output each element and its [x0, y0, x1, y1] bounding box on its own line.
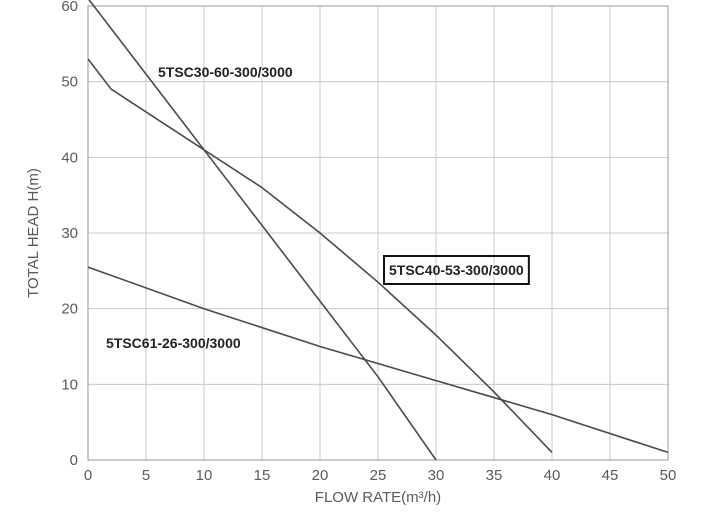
series-label-box: [383, 255, 530, 285]
series-label-1: 5TSC40-53-300/3000: [389, 262, 524, 278]
x-tick-label: 40: [544, 467, 561, 484]
series-curves: [87, 0, 669, 461]
x-tick-label: 10: [196, 467, 213, 484]
x-axis-title: FLOW RATE(m³/h): [315, 489, 441, 506]
series-label-0: 5TSC30-60-300/3000: [158, 64, 293, 80]
x-tick-label: 5: [142, 467, 150, 484]
x-axis-ticks: 0 5 10 15 20 25 30 35 40 45 50: [84, 467, 677, 484]
y-tick-label: 30: [61, 225, 78, 242]
y-tick-label: 40: [61, 149, 78, 166]
y-tick-label: 20: [61, 301, 78, 318]
x-tick-label: 30: [428, 467, 445, 484]
series-labels: 5TSC30-60-300/3000 5TSC40-53-300/3000 5TSC…: [106, 64, 530, 351]
y-tick-label: 50: [61, 74, 78, 91]
x-tick-label: 50: [660, 467, 677, 484]
x-tick-label: 15: [254, 467, 271, 484]
y-tick-label: 10: [61, 376, 78, 393]
series-label-2: 5TSC61-26-300/3000: [106, 335, 241, 351]
y-axis-ticks: 0 10 20 30 40 50 60: [61, 0, 78, 469]
y-axis-title: TOTAL HEAD H(m): [25, 168, 42, 298]
x-tick-label: 0: [84, 467, 92, 484]
x-tick-label: 20: [312, 467, 329, 484]
y-tick-label: 60: [61, 0, 78, 15]
series-line-2: [87, 266, 669, 454]
x-tick-label: 25: [370, 467, 387, 484]
x-tick-label: 35: [486, 467, 503, 484]
series-line-0: [88, 0, 437, 461]
y-tick-label: 0: [70, 452, 78, 469]
x-tick-label: 45: [602, 467, 619, 484]
plot-frame: [87, 5, 669, 461]
series-line-1: [87, 58, 553, 453]
